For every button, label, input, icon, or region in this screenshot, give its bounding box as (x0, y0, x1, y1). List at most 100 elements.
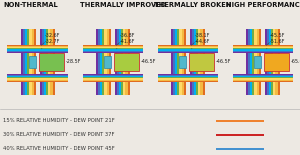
Bar (273, 29, 275, 95)
Bar (82, 47, 142, 48)
Bar (158, 74, 218, 75)
Bar (259, 29, 261, 95)
Bar (265, 29, 267, 95)
Bar (8, 49, 68, 51)
Bar (179, 29, 182, 95)
Bar (82, 74, 142, 75)
Bar (158, 51, 218, 52)
Bar (232, 48, 292, 49)
Bar (173, 29, 175, 95)
Bar (271, 29, 273, 95)
Bar (158, 48, 218, 49)
Bar (232, 51, 292, 52)
Bar (8, 76, 68, 77)
Bar (82, 78, 142, 80)
Bar (158, 49, 218, 51)
Bar (8, 45, 68, 46)
Bar (254, 29, 256, 95)
Text: -32.6F: -32.6F (41, 33, 60, 45)
Bar (250, 29, 252, 95)
Bar (8, 77, 68, 78)
Bar (82, 52, 142, 53)
Bar (8, 74, 68, 75)
Bar (158, 75, 218, 76)
Bar (42, 29, 44, 95)
Text: -28.5F: -28.5F (66, 59, 81, 64)
Bar (29, 56, 36, 68)
Bar (158, 78, 218, 80)
Text: -36.8F: -36.8F (116, 33, 135, 45)
Bar (44, 29, 46, 95)
Bar (128, 29, 130, 95)
Text: -45.5F: -45.5F (266, 33, 285, 45)
Bar (100, 29, 102, 95)
Bar (115, 29, 117, 95)
Bar (34, 29, 36, 95)
Bar (8, 78, 68, 80)
Bar (232, 76, 292, 77)
Bar (232, 46, 292, 47)
Bar (106, 29, 109, 95)
Bar (158, 80, 218, 81)
Bar (232, 78, 292, 80)
Bar (96, 29, 98, 95)
Bar (158, 77, 218, 78)
Text: -32.7F: -32.7F (41, 39, 60, 49)
Bar (8, 75, 68, 76)
Bar (52, 29, 55, 95)
Text: THERMALLY BROKEN: THERMALLY BROKEN (154, 2, 232, 8)
Bar (104, 56, 111, 68)
Bar (232, 77, 292, 78)
Bar (232, 47, 292, 48)
Bar (117, 29, 119, 95)
Bar (39, 53, 64, 71)
Bar (123, 29, 125, 95)
Bar (82, 77, 142, 78)
Text: NON-THERMAL: NON-THERMAL (3, 2, 58, 8)
Bar (252, 29, 254, 95)
Bar (194, 29, 196, 95)
Bar (109, 29, 111, 95)
Bar (269, 29, 271, 95)
Bar (25, 29, 27, 95)
Bar (158, 46, 218, 47)
Bar (256, 29, 259, 95)
Bar (46, 29, 48, 95)
Text: 40% RELATIVE HUMIDITY - DEW POINT 45F: 40% RELATIVE HUMIDITY - DEW POINT 45F (3, 146, 115, 151)
Bar (82, 80, 142, 81)
Bar (82, 75, 142, 76)
Bar (189, 53, 214, 71)
Bar (158, 81, 218, 82)
Bar (232, 52, 292, 53)
Bar (232, 75, 292, 76)
Bar (50, 29, 52, 95)
Bar (8, 80, 68, 81)
Text: -38.1F: -38.1F (191, 33, 210, 45)
Bar (179, 56, 186, 68)
Bar (82, 51, 142, 52)
Bar (82, 76, 142, 77)
Bar (175, 29, 177, 95)
Bar (158, 76, 218, 77)
Bar (8, 51, 68, 52)
Bar (158, 52, 218, 53)
Bar (121, 29, 123, 95)
Bar (198, 29, 200, 95)
Text: THERMALLY IMPROVED: THERMALLY IMPROVED (80, 2, 166, 8)
Bar (114, 53, 139, 71)
Bar (192, 29, 194, 95)
Bar (232, 81, 292, 82)
Bar (125, 29, 128, 95)
Bar (40, 29, 42, 95)
Bar (278, 29, 280, 95)
Bar (232, 45, 292, 46)
Bar (8, 46, 68, 47)
Bar (182, 29, 184, 95)
Bar (264, 53, 289, 71)
Bar (248, 29, 250, 95)
Bar (119, 29, 121, 95)
Text: -65.6F: -65.6F (291, 59, 300, 64)
Bar (98, 29, 100, 95)
Bar (232, 74, 292, 75)
Text: -46.5F: -46.5F (141, 59, 156, 64)
